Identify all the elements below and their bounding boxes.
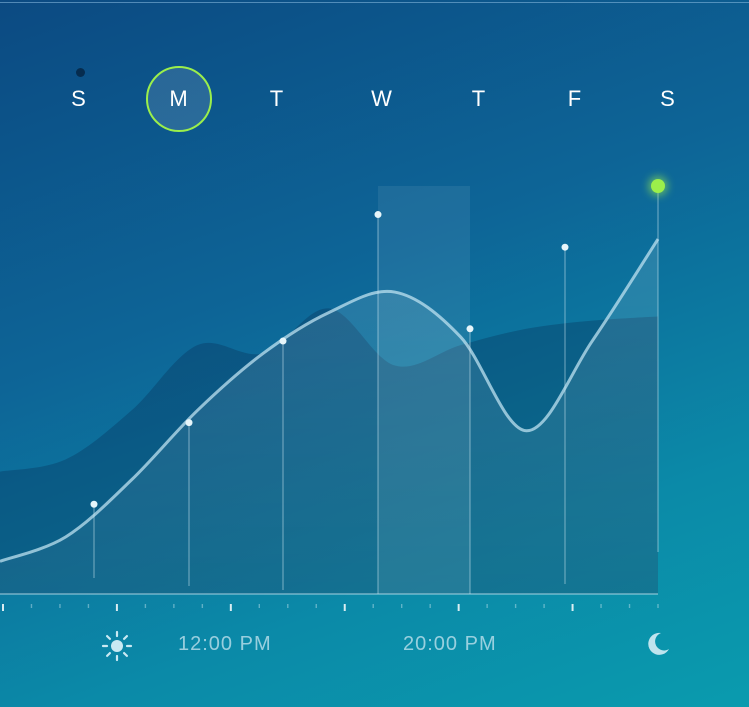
data-point	[466, 325, 474, 333]
day-saturday[interactable]: S	[635, 66, 701, 132]
highlighted-range	[378, 186, 470, 594]
data-point	[374, 211, 382, 219]
day-label: S	[71, 86, 87, 111]
highlight-point	[651, 179, 665, 193]
day-label: S	[660, 86, 676, 111]
foreground-series-line	[0, 238, 660, 563]
day-label: M	[169, 86, 189, 111]
day-thursday[interactable]: T	[446, 66, 512, 132]
time-label-noon: 12:00 PM	[178, 633, 272, 655]
moon-icon	[648, 632, 669, 655]
data-point	[90, 500, 98, 508]
day-wednesday[interactable]: W	[349, 66, 415, 132]
day-label: F	[567, 86, 583, 111]
day-label: T	[269, 86, 285, 111]
week-day-selector: S M T W T F S	[0, 0, 749, 160]
day-monday[interactable]: M	[146, 66, 212, 132]
foreground-series-area	[0, 239, 658, 595]
day-tuesday[interactable]: T	[244, 66, 310, 132]
day-indicator-dot	[76, 68, 85, 77]
sun-icon	[101, 630, 133, 662]
top-divider	[0, 2, 749, 3]
day-friday[interactable]: F	[542, 66, 608, 132]
time-label-evening: 20:00 PM	[403, 633, 497, 655]
day-label: W	[371, 86, 393, 111]
data-point	[561, 243, 569, 251]
data-point	[279, 337, 287, 345]
day-sunday[interactable]: S	[46, 66, 112, 132]
data-point	[185, 419, 193, 427]
day-label: T	[471, 86, 487, 111]
